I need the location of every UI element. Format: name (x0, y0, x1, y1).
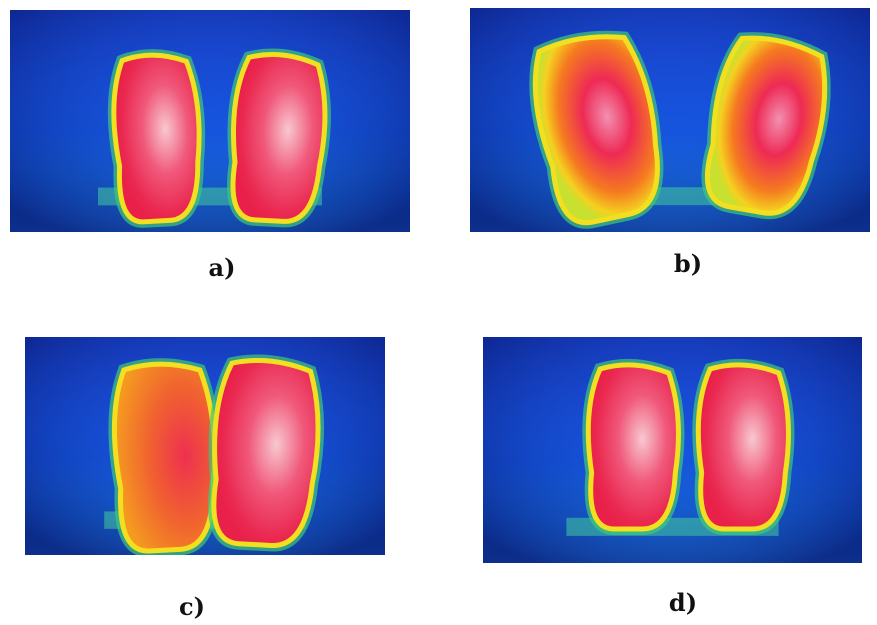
panel-label: b) (674, 249, 702, 278)
thermal-image-a (10, 10, 410, 232)
foot (209, 358, 322, 547)
foot-sole (209, 358, 322, 547)
thermal-image-b (470, 8, 870, 232)
foot-sole (698, 365, 788, 529)
foot-sole (588, 365, 678, 529)
panel-label: a) (209, 253, 236, 282)
foot-sole (111, 361, 220, 552)
foot (111, 361, 220, 552)
foot (111, 53, 204, 223)
foot (698, 365, 788, 529)
panel-label: c) (179, 592, 205, 621)
foot-sole (229, 53, 329, 224)
foot (588, 365, 678, 529)
thermal-image-d (483, 337, 862, 563)
foot (229, 53, 329, 224)
panel-label: d) (669, 588, 697, 617)
foot-sole (111, 53, 204, 223)
thermal-image-c (25, 337, 385, 555)
figure: a) b) c) d) (0, 0, 877, 625)
